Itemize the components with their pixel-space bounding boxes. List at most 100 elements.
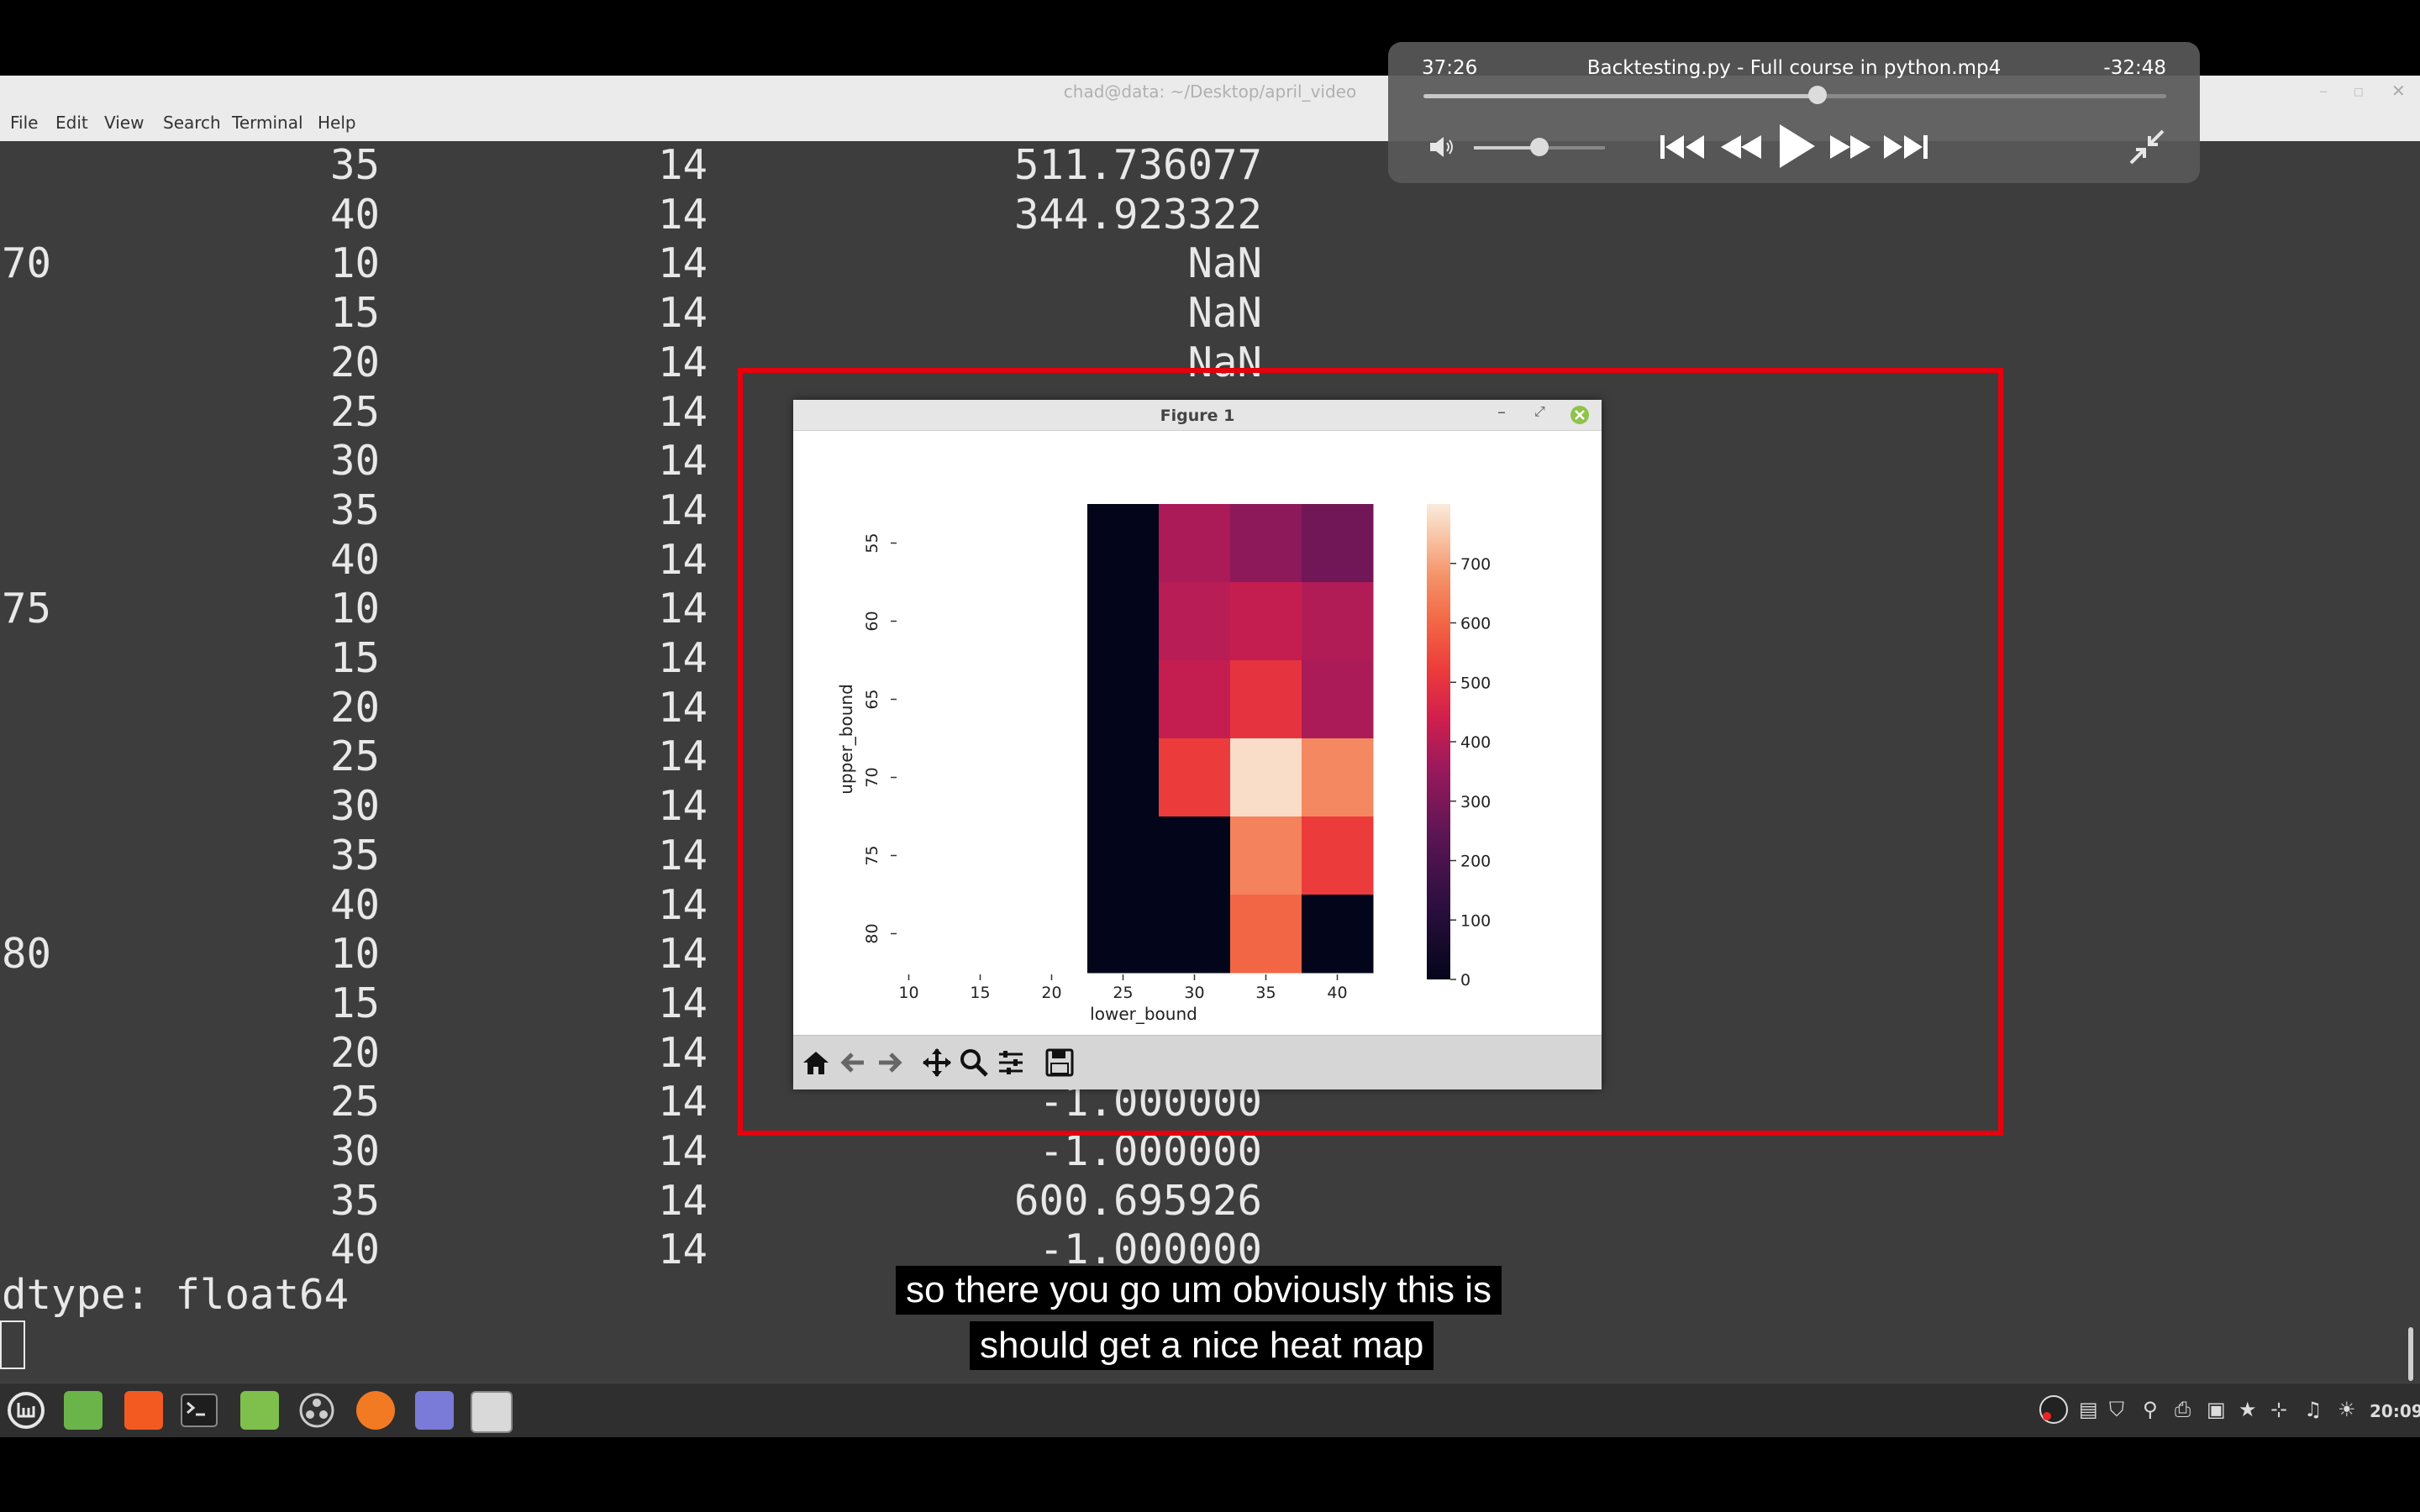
- maximize-icon[interactable]: ▫: [2353, 81, 2365, 101]
- folder-icon[interactable]: [240, 1391, 279, 1430]
- skip-forward-icon[interactable]: [1882, 133, 1929, 161]
- rsi-period-value: 14: [657, 930, 708, 979]
- back-arrow-icon[interactable]: [837, 1047, 869, 1079]
- rsi-period-value: 14: [657, 979, 708, 1027]
- video-player-overlay: [1388, 42, 2200, 183]
- menu-search[interactable]: Search: [163, 113, 221, 133]
- location-icon[interactable]: ⚲: [2143, 1398, 2158, 1421]
- y-tick-label: 55: [863, 533, 881, 553]
- save-icon[interactable]: [1044, 1047, 1076, 1079]
- x-tick-label: 20: [1041, 984, 1061, 1002]
- rsi-period-value: 14: [657, 880, 708, 929]
- heatmap-cell: [1230, 738, 1302, 817]
- clipboard-icon[interactable]: ▤: [2079, 1398, 2098, 1421]
- lower-bound-value: 15: [329, 634, 380, 682]
- terminal-row: 70 10 14 NaN: [0, 239, 1277, 288]
- rsi-period-value: 14: [657, 387, 708, 436]
- scrollbar-thumb[interactable]: [2408, 1327, 2413, 1381]
- music-icon[interactable]: ♫: [2304, 1398, 2323, 1421]
- figure-close-icon[interactable]: [1570, 405, 1590, 425]
- y-axis-label: upper_bound: [836, 684, 856, 795]
- terminal-row: 35 14: [0, 832, 1277, 880]
- fast-forward-icon[interactable]: [1828, 133, 1872, 161]
- lower-bound-value: 20: [329, 338, 380, 386]
- pinta-icon[interactable]: [471, 1391, 513, 1433]
- volume-knob[interactable]: [1530, 138, 1549, 156]
- printer-icon[interactable]: ⎙: [2175, 1398, 2191, 1421]
- rsi-period-value: 14: [657, 338, 708, 386]
- updates-icon[interactable]: ▣: [2207, 1398, 2226, 1421]
- rsi-period-value: 14: [657, 1226, 708, 1274]
- video-title: Backtesting.py - Full course in python.m…: [1586, 57, 2002, 79]
- zoom-icon[interactable]: [958, 1047, 990, 1079]
- heatmap-cell: [1302, 816, 1374, 895]
- mint-menu-icon[interactable]: [7, 1391, 45, 1430]
- configure-subplots-icon[interactable]: [995, 1047, 1027, 1079]
- rsi-period-value: 14: [657, 831, 708, 879]
- subtitle-line-2: should get a nice heat map: [970, 1321, 1434, 1370]
- network-icon[interactable]: ⊹: [2270, 1398, 2288, 1421]
- colorbar-tick-label: 0: [1460, 971, 1470, 990]
- volume-icon[interactable]: [1428, 134, 1457, 160]
- lower-bound-value: 10: [329, 585, 380, 633]
- rsi-period-value: 14: [657, 585, 708, 633]
- menu-edit[interactable]: Edit: [55, 113, 88, 133]
- rsi-period-value: 14: [657, 437, 708, 486]
- brave-browser-icon[interactable]: [124, 1391, 163, 1430]
- terminal-row: 30 14: [0, 437, 1277, 486]
- rsi-period-value: 14: [657, 535, 708, 584]
- terminal-row: 40 14: [0, 536, 1277, 585]
- figure-titlebar[interactable]: [793, 400, 1602, 431]
- star-icon[interactable]: ★: [2238, 1398, 2257, 1421]
- close-icon[interactable]: ✕: [2391, 81, 2406, 101]
- rsi-period-value: 14: [657, 634, 708, 682]
- rsi-period-value: 14: [657, 782, 708, 831]
- menu-file[interactable]: File: [10, 113, 39, 133]
- shield-icon[interactable]: ⛉: [2109, 1398, 2124, 1421]
- metric-value: NaN: [1187, 338, 1262, 386]
- lower-bound-value: 25: [329, 732, 380, 781]
- rsi-period-value: 14: [657, 1028, 708, 1077]
- terminal-row: 40 14 344.923322: [0, 191, 1277, 239]
- metric-value: 511.736077: [1013, 141, 1262, 189]
- skip-back-icon[interactable]: [1659, 133, 1706, 161]
- figure-maximize-icon[interactable]: ⤢: [1534, 403, 1545, 419]
- figure-minimize-icon[interactable]: –: [1497, 402, 1506, 422]
- heatmap-cell: [1087, 582, 1160, 661]
- lower-bound-value: 20: [329, 683, 380, 732]
- terminal-row: 80 10 14: [0, 930, 1277, 979]
- lower-bound-value: 35: [329, 1176, 380, 1225]
- obs-tray-icon[interactable]: [2039, 1394, 2069, 1425]
- rewind-icon[interactable]: [1719, 133, 1763, 161]
- play-icon[interactable]: [1776, 123, 1817, 170]
- terminal-row: 40 14 -1.000000: [0, 1226, 1277, 1274]
- brightness-icon[interactable]: ☀: [2338, 1398, 2356, 1421]
- text-editor-icon[interactable]: [415, 1391, 454, 1430]
- metric-value: NaN: [1187, 239, 1262, 288]
- pan-icon[interactable]: [921, 1047, 953, 1079]
- rsi-period-value: 14: [657, 190, 708, 239]
- terminal-icon[interactable]: [180, 1391, 218, 1430]
- heatmap-cell: [1159, 895, 1231, 974]
- clock[interactable]: 20:09: [2370, 1401, 2420, 1421]
- lower-bound-value: 30: [329, 1127, 380, 1175]
- exit-fullscreen-icon[interactable]: [2129, 129, 2165, 165]
- obs-icon[interactable]: [297, 1391, 336, 1430]
- terminal-row: 35 14: [0, 486, 1277, 535]
- home-icon[interactable]: [800, 1047, 832, 1079]
- lower-bound-value: 40: [329, 535, 380, 584]
- firefox-icon[interactable]: [356, 1391, 395, 1430]
- x-axis-label: lower_bound: [1090, 1004, 1197, 1024]
- menu-help[interactable]: Help: [318, 113, 356, 133]
- forward-arrow-icon[interactable]: [874, 1047, 906, 1079]
- rsi-period-value: 14: [657, 1176, 708, 1225]
- minimize-icon[interactable]: –: [2319, 81, 2328, 101]
- menu-view[interactable]: View: [104, 113, 145, 133]
- progress-knob[interactable]: [1807, 86, 1827, 104]
- menu-terminal[interactable]: Terminal: [232, 113, 303, 133]
- heatmap-cell: [1087, 504, 1160, 583]
- files-green-icon[interactable]: [64, 1391, 103, 1430]
- rsi-period-value: 14: [657, 289, 708, 338]
- x-tick-label: 25: [1113, 984, 1133, 1002]
- heatmap-cell: [1159, 738, 1231, 817]
